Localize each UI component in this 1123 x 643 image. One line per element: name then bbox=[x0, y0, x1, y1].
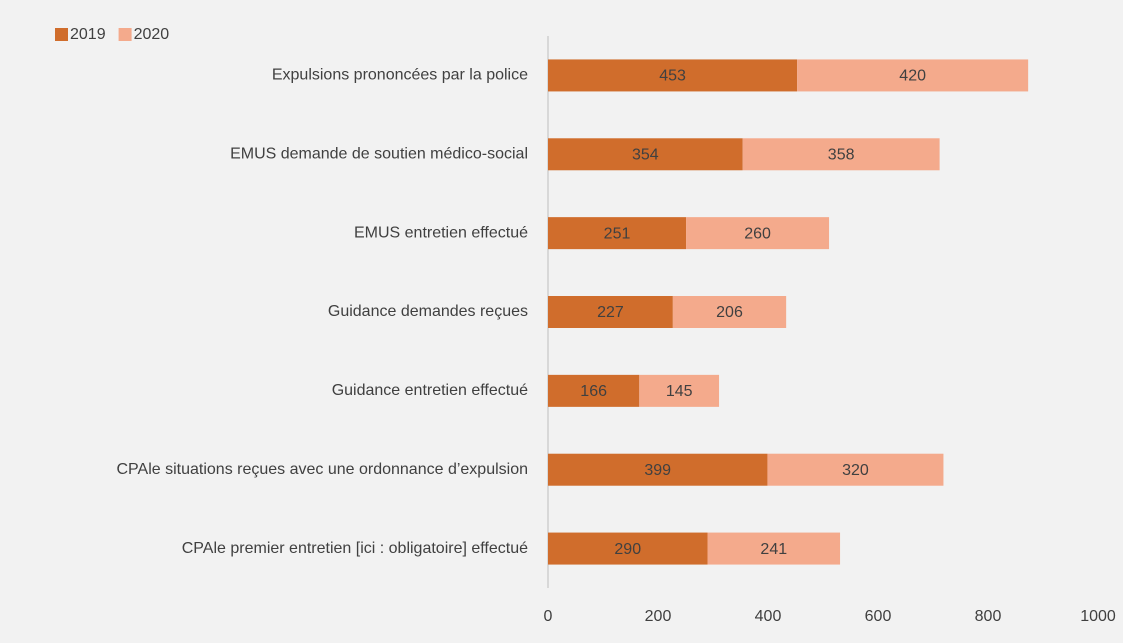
bar-segment bbox=[548, 138, 743, 171]
x-tick-label: 800 bbox=[975, 608, 1002, 625]
x-tick-label: 200 bbox=[645, 608, 672, 625]
data-label: 227 bbox=[597, 304, 624, 321]
bar-segment bbox=[548, 217, 687, 250]
bar-segment bbox=[767, 453, 944, 486]
bar-segment bbox=[672, 296, 787, 328]
data-label: 290 bbox=[614, 541, 641, 558]
bar-segment bbox=[797, 59, 1029, 92]
y-tick-label: Guidance entretien effectué bbox=[332, 382, 528, 399]
y-tick-label: CPAle situations reçues avec une ordonna… bbox=[116, 461, 528, 478]
data-label: 206 bbox=[716, 304, 743, 321]
bar-segment bbox=[686, 217, 830, 250]
legend-label: 2020 bbox=[134, 26, 170, 43]
bar-segment bbox=[548, 59, 798, 92]
bar-segment bbox=[742, 138, 940, 171]
y-tick-label: EMUS entretien effectué bbox=[354, 224, 528, 241]
data-label: 420 bbox=[899, 68, 926, 85]
bar-segment bbox=[548, 296, 673, 328]
data-label: 320 bbox=[842, 462, 869, 479]
x-tick-label: 1000 bbox=[1080, 608, 1116, 625]
bar-segment bbox=[707, 532, 841, 565]
x-tick-label: 0 bbox=[544, 608, 553, 625]
data-label: 260 bbox=[744, 225, 771, 242]
data-label: 241 bbox=[760, 541, 787, 558]
data-label: 354 bbox=[632, 147, 659, 164]
data-label: 399 bbox=[644, 462, 671, 479]
legend-label: 2019 bbox=[70, 26, 106, 43]
y-tick-label: EMUS demande de soutien médico-social bbox=[230, 146, 528, 163]
legend-swatch bbox=[55, 28, 68, 41]
legend-swatch bbox=[118, 28, 132, 41]
y-tick-label: Guidance demandes reçues bbox=[328, 303, 528, 320]
y-tick-label: Expulsions prononcées par la police bbox=[272, 67, 528, 84]
data-label: 358 bbox=[828, 147, 855, 164]
bar-segment bbox=[548, 374, 640, 407]
x-tick-label: 400 bbox=[755, 608, 782, 625]
bar-segment bbox=[548, 453, 768, 486]
y-tick-label: CPAle premier entretien [ici : obligatoi… bbox=[182, 540, 528, 557]
data-label: 166 bbox=[580, 383, 607, 400]
data-label: 453 bbox=[659, 68, 686, 85]
data-label: 145 bbox=[666, 383, 693, 400]
x-tick-label: 600 bbox=[865, 608, 892, 625]
bar-segment bbox=[639, 374, 720, 407]
data-label: 251 bbox=[604, 225, 631, 242]
bar-segment bbox=[548, 532, 708, 565]
